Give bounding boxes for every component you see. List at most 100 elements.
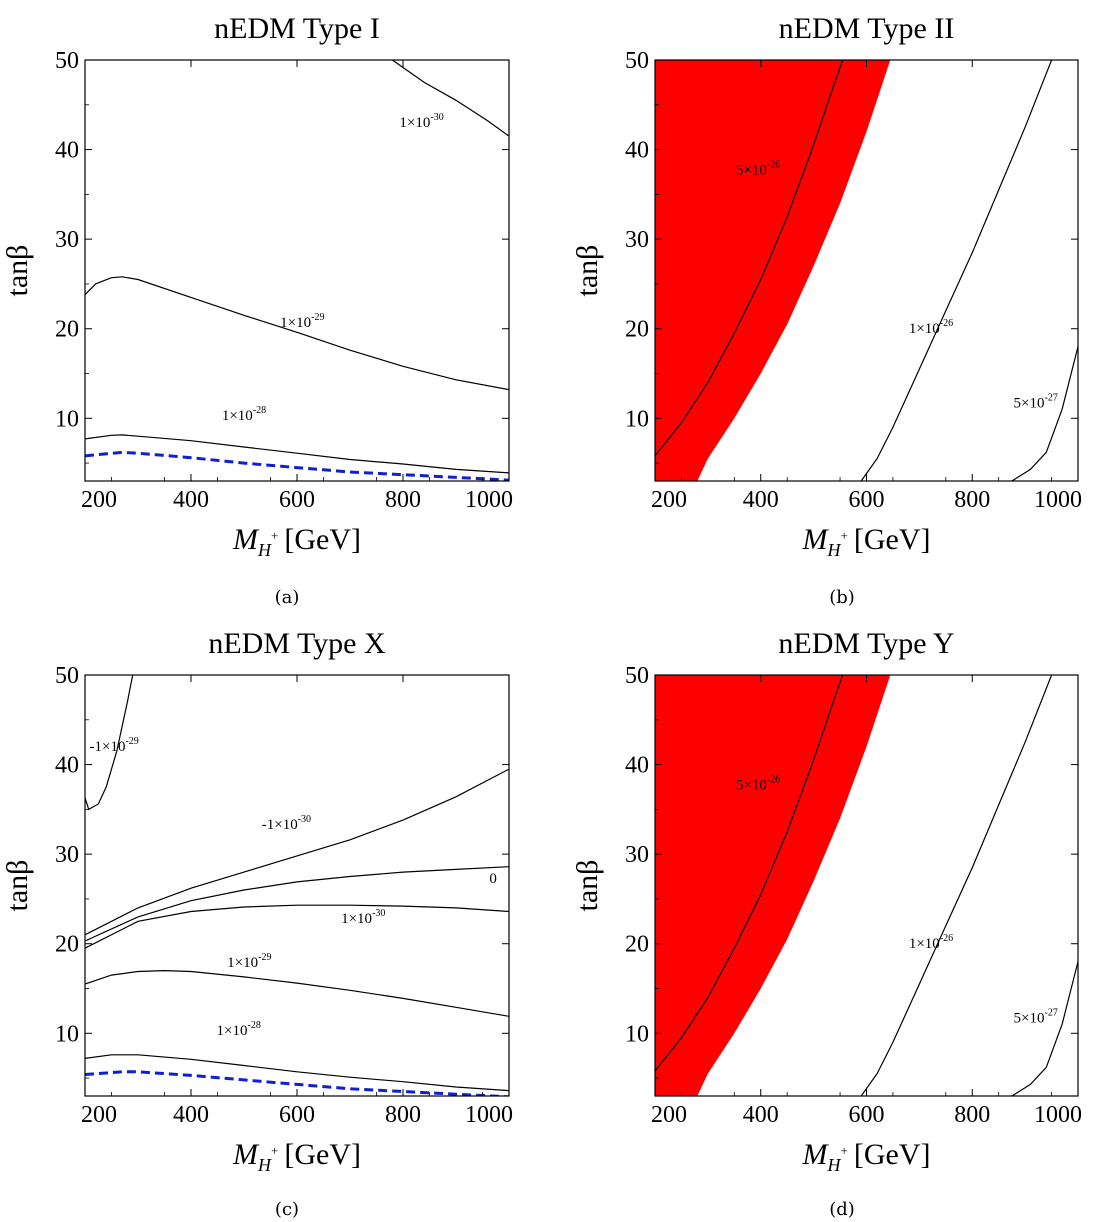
bound-dashed-line [85,1070,509,1096]
x-axis-label: MH+ [GeV] [232,1138,361,1175]
contour-label-exp: -30 [430,112,443,123]
contour-line [392,60,509,137]
chart-title: nEDM Type II [779,12,955,45]
y-tick-label: 40 [55,753,79,779]
x-axis-label-sup: + [841,528,848,543]
y-tick-label: 50 [55,48,79,74]
x-axis-label-main: M [232,523,260,556]
contour-label-base: -1×10 [262,817,298,833]
x-axis-label-main: M [232,1138,260,1171]
x-axis-label-sup: + [271,1143,278,1158]
contour-label-exp: -27 [1045,1008,1058,1019]
x-tick-label: 600 [849,487,885,513]
x-tick-label: 1000 [465,1102,513,1128]
contour-line [85,434,509,474]
contour-label: 1×10-29 [280,312,324,331]
contour-line [85,866,509,942]
contour-label-base: 1×10 [909,321,940,337]
contour-line [655,60,844,457]
contour-label-exp: -29 [311,312,324,323]
y-tick-label: 40 [625,138,649,164]
y-tick-label: 20 [55,932,79,958]
contour-label-base: 1×10 [341,911,372,927]
contour-label: -1×10-29 [89,736,138,755]
x-axis-label-sub: H [827,1155,842,1175]
contour-label: 1×10-26 [909,933,953,952]
x-axis-label: MH+ [GeV] [802,523,931,560]
subfigure-caption: (b) [829,587,855,608]
contour-label-base: 1×10 [217,1023,248,1039]
contour-label-exp: -26 [940,933,953,944]
y-axis-label: tanβ [1,245,34,297]
x-tick-label: 200 [651,487,687,513]
contour-label: 1×10-26 [909,318,953,337]
contour-label-exp: -28 [248,1020,261,1031]
contour-line [85,1054,509,1092]
bound-dashed-line [85,450,509,481]
x-tick-label: 1000 [1034,1102,1082,1128]
x-tick-label: 400 [743,487,779,513]
panel-3: -1×10-29-1×10-3001×10-301×10-291×10-2820… [1,627,513,1220]
x-axis-label-sub: H [257,540,272,560]
x-tick-label: 400 [173,487,209,513]
subfigure-caption: (c) [275,1199,299,1220]
x-tick-label: 200 [81,1102,117,1128]
y-tick-label: 30 [625,227,649,253]
contour-label-base: 5×10 [736,778,767,794]
y-tick-label: 10 [55,406,79,432]
x-tick-label: 800 [385,1102,421,1128]
chart-title: nEDM Type I [214,12,380,45]
contour-label-base: 1×10 [222,408,253,424]
y-axis-label: tanβ [1,860,34,912]
y-tick-label: 20 [625,317,649,343]
contour-label-exp: -29 [125,736,138,747]
contour-label-exp: -27 [1045,393,1058,404]
contour-line [655,675,844,1072]
contour-label-exp: -30 [298,814,311,825]
plot-area [85,675,509,1096]
contour-label-base: 1×10 [280,315,311,331]
chart-title: nEDM Type X [208,627,386,660]
x-tick-label: 400 [743,1102,779,1128]
x-tick-label: 200 [651,1102,687,1128]
contour-label: 1×10-28 [217,1020,261,1039]
x-axis-label-unit: [GeV] [854,1138,931,1171]
x-tick-label: 1000 [465,487,513,513]
contour-line [860,675,1053,1096]
contour-label: 1×10-30 [399,112,443,131]
x-tick-label: 1000 [1034,487,1082,513]
contour-label-exp: -30 [372,908,385,919]
x-tick-label: 800 [954,1102,990,1128]
subfigure-caption: (a) [275,587,300,608]
x-tick-label: 400 [173,1102,209,1128]
x-tick-label: 600 [279,487,315,513]
x-tick-label: 600 [849,1102,885,1128]
chart-title: nEDM Type Y [778,627,954,660]
contour-line [1011,346,1078,481]
x-tick-label: 600 [279,1102,315,1128]
contour-label-base: 5×10 [1014,1011,1045,1027]
x-axis-label-sub: H [257,1155,272,1175]
contour-label: 5×10-26 [736,160,780,179]
y-tick-label: 40 [625,753,649,779]
y-tick-label: 30 [55,227,79,253]
contour-label-exp: -26 [767,160,780,171]
x-axis-label: MH+ [GeV] [232,523,361,560]
contour-line [1011,961,1078,1096]
subfigure-caption: (d) [829,1199,855,1220]
contour-label-base: 5×10 [736,163,767,179]
x-tick-label: 200 [81,487,117,513]
contour-label: 5×10-27 [1014,1008,1058,1027]
y-tick-label: 30 [55,842,79,868]
contour-label: 1×10-30 [341,908,385,927]
x-axis-label-sup: + [271,528,278,543]
contour-label-base: 1×10 [399,115,430,131]
contour-line [85,904,509,949]
contour-line [85,768,509,936]
contour-label: -1×10-30 [262,814,311,833]
y-tick-label: 50 [55,663,79,689]
